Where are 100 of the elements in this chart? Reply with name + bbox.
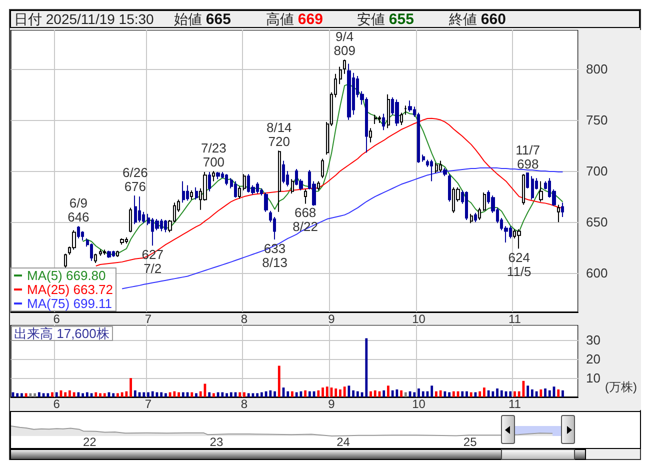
bar — [530, 389, 534, 397]
bar — [55, 392, 58, 397]
y-tick-label: 700 — [586, 164, 608, 178]
candlestick — [212, 170, 215, 182]
x-tick-label: 7 — [144, 312, 152, 326]
candlestick — [138, 196, 141, 223]
candlestick — [347, 63, 351, 120]
bar — [182, 392, 184, 397]
candlestick — [422, 154, 425, 162]
bar — [548, 390, 551, 397]
bar — [130, 378, 132, 397]
bar — [286, 391, 290, 397]
candlestick — [395, 98, 399, 127]
x-tick-label: 8 — [240, 397, 248, 411]
bar — [535, 391, 538, 397]
bar — [448, 392, 450, 397]
text: 始値 665 — [174, 11, 231, 28]
candlestick — [470, 213, 473, 224]
bar — [487, 390, 490, 397]
bar — [544, 388, 546, 397]
candlestick — [195, 186, 198, 200]
candlestick — [264, 192, 268, 212]
bar — [509, 391, 512, 397]
candlestick — [103, 249, 106, 256]
bar — [514, 391, 516, 397]
x-tick-label: 22 — [82, 435, 97, 449]
bar — [269, 390, 272, 397]
candlestick — [134, 195, 137, 225]
bar — [295, 392, 298, 397]
bar — [72, 392, 76, 397]
y-tick-label: 20 — [586, 352, 600, 367]
bar — [173, 391, 176, 397]
candlestick — [234, 180, 237, 198]
line-series — [122, 167, 564, 290]
bar — [466, 391, 468, 397]
bar — [86, 392, 88, 397]
candlestick — [343, 59, 346, 74]
candlestick — [522, 174, 525, 206]
legend-label: MA(75) 699.11 — [27, 296, 112, 311]
bar — [190, 392, 194, 397]
bar — [396, 389, 398, 397]
candlestick — [291, 178, 294, 194]
bar — [226, 393, 228, 397]
candlestick — [557, 204, 560, 223]
candlestick — [439, 160, 442, 173]
bar — [391, 390, 394, 397]
bar — [24, 393, 28, 397]
annotation: 633 8/13 — [262, 240, 288, 270]
annotation: 11/7 698 — [516, 142, 540, 172]
bar — [51, 392, 54, 397]
x-tick-label: 8 — [240, 312, 248, 326]
bar — [34, 393, 36, 397]
bar — [230, 392, 232, 397]
bar — [46, 393, 50, 397]
bar — [212, 393, 215, 397]
candlestick — [278, 150, 281, 212]
bar — [112, 393, 115, 397]
annotation: 8/14 720 — [266, 120, 292, 150]
candlestick — [164, 220, 167, 233]
bar — [352, 390, 355, 397]
bar — [147, 392, 150, 397]
x-tick-label: 9 — [328, 312, 336, 326]
x-tick-label: 11 — [508, 397, 522, 411]
candlestick — [182, 180, 185, 204]
bar — [326, 386, 328, 397]
bar — [370, 391, 372, 397]
bar — [518, 391, 520, 397]
x-tick-label: 23 — [210, 435, 224, 449]
bar — [304, 390, 307, 397]
bar — [343, 386, 346, 397]
bar — [38, 392, 40, 397]
candlestick — [243, 174, 246, 191]
bar — [526, 386, 530, 397]
candlestick — [400, 112, 403, 126]
candlestick — [339, 66, 342, 85]
candlestick — [526, 172, 529, 189]
bar — [308, 391, 311, 397]
bar — [400, 390, 402, 397]
candlestick — [474, 212, 477, 223]
candlestick — [94, 253, 97, 264]
bar — [478, 391, 482, 397]
bar — [278, 366, 280, 397]
candlestick — [282, 160, 285, 184]
y-tick-label: 30 — [586, 332, 600, 348]
candlestick — [435, 162, 438, 174]
bar — [322, 388, 324, 397]
bar — [374, 390, 376, 397]
candlestick — [317, 180, 320, 191]
bar — [461, 391, 464, 397]
bar — [195, 393, 198, 397]
bar — [103, 393, 106, 397]
candlestick — [561, 202, 564, 218]
bar — [168, 392, 172, 397]
candlestick — [517, 228, 521, 250]
bar — [540, 389, 542, 397]
x-tick-label: 10 — [412, 397, 426, 411]
x-tick-label: 6 — [53, 312, 60, 326]
bar — [20, 393, 23, 397]
candlestick — [374, 114, 377, 124]
candlestick — [387, 94, 390, 129]
